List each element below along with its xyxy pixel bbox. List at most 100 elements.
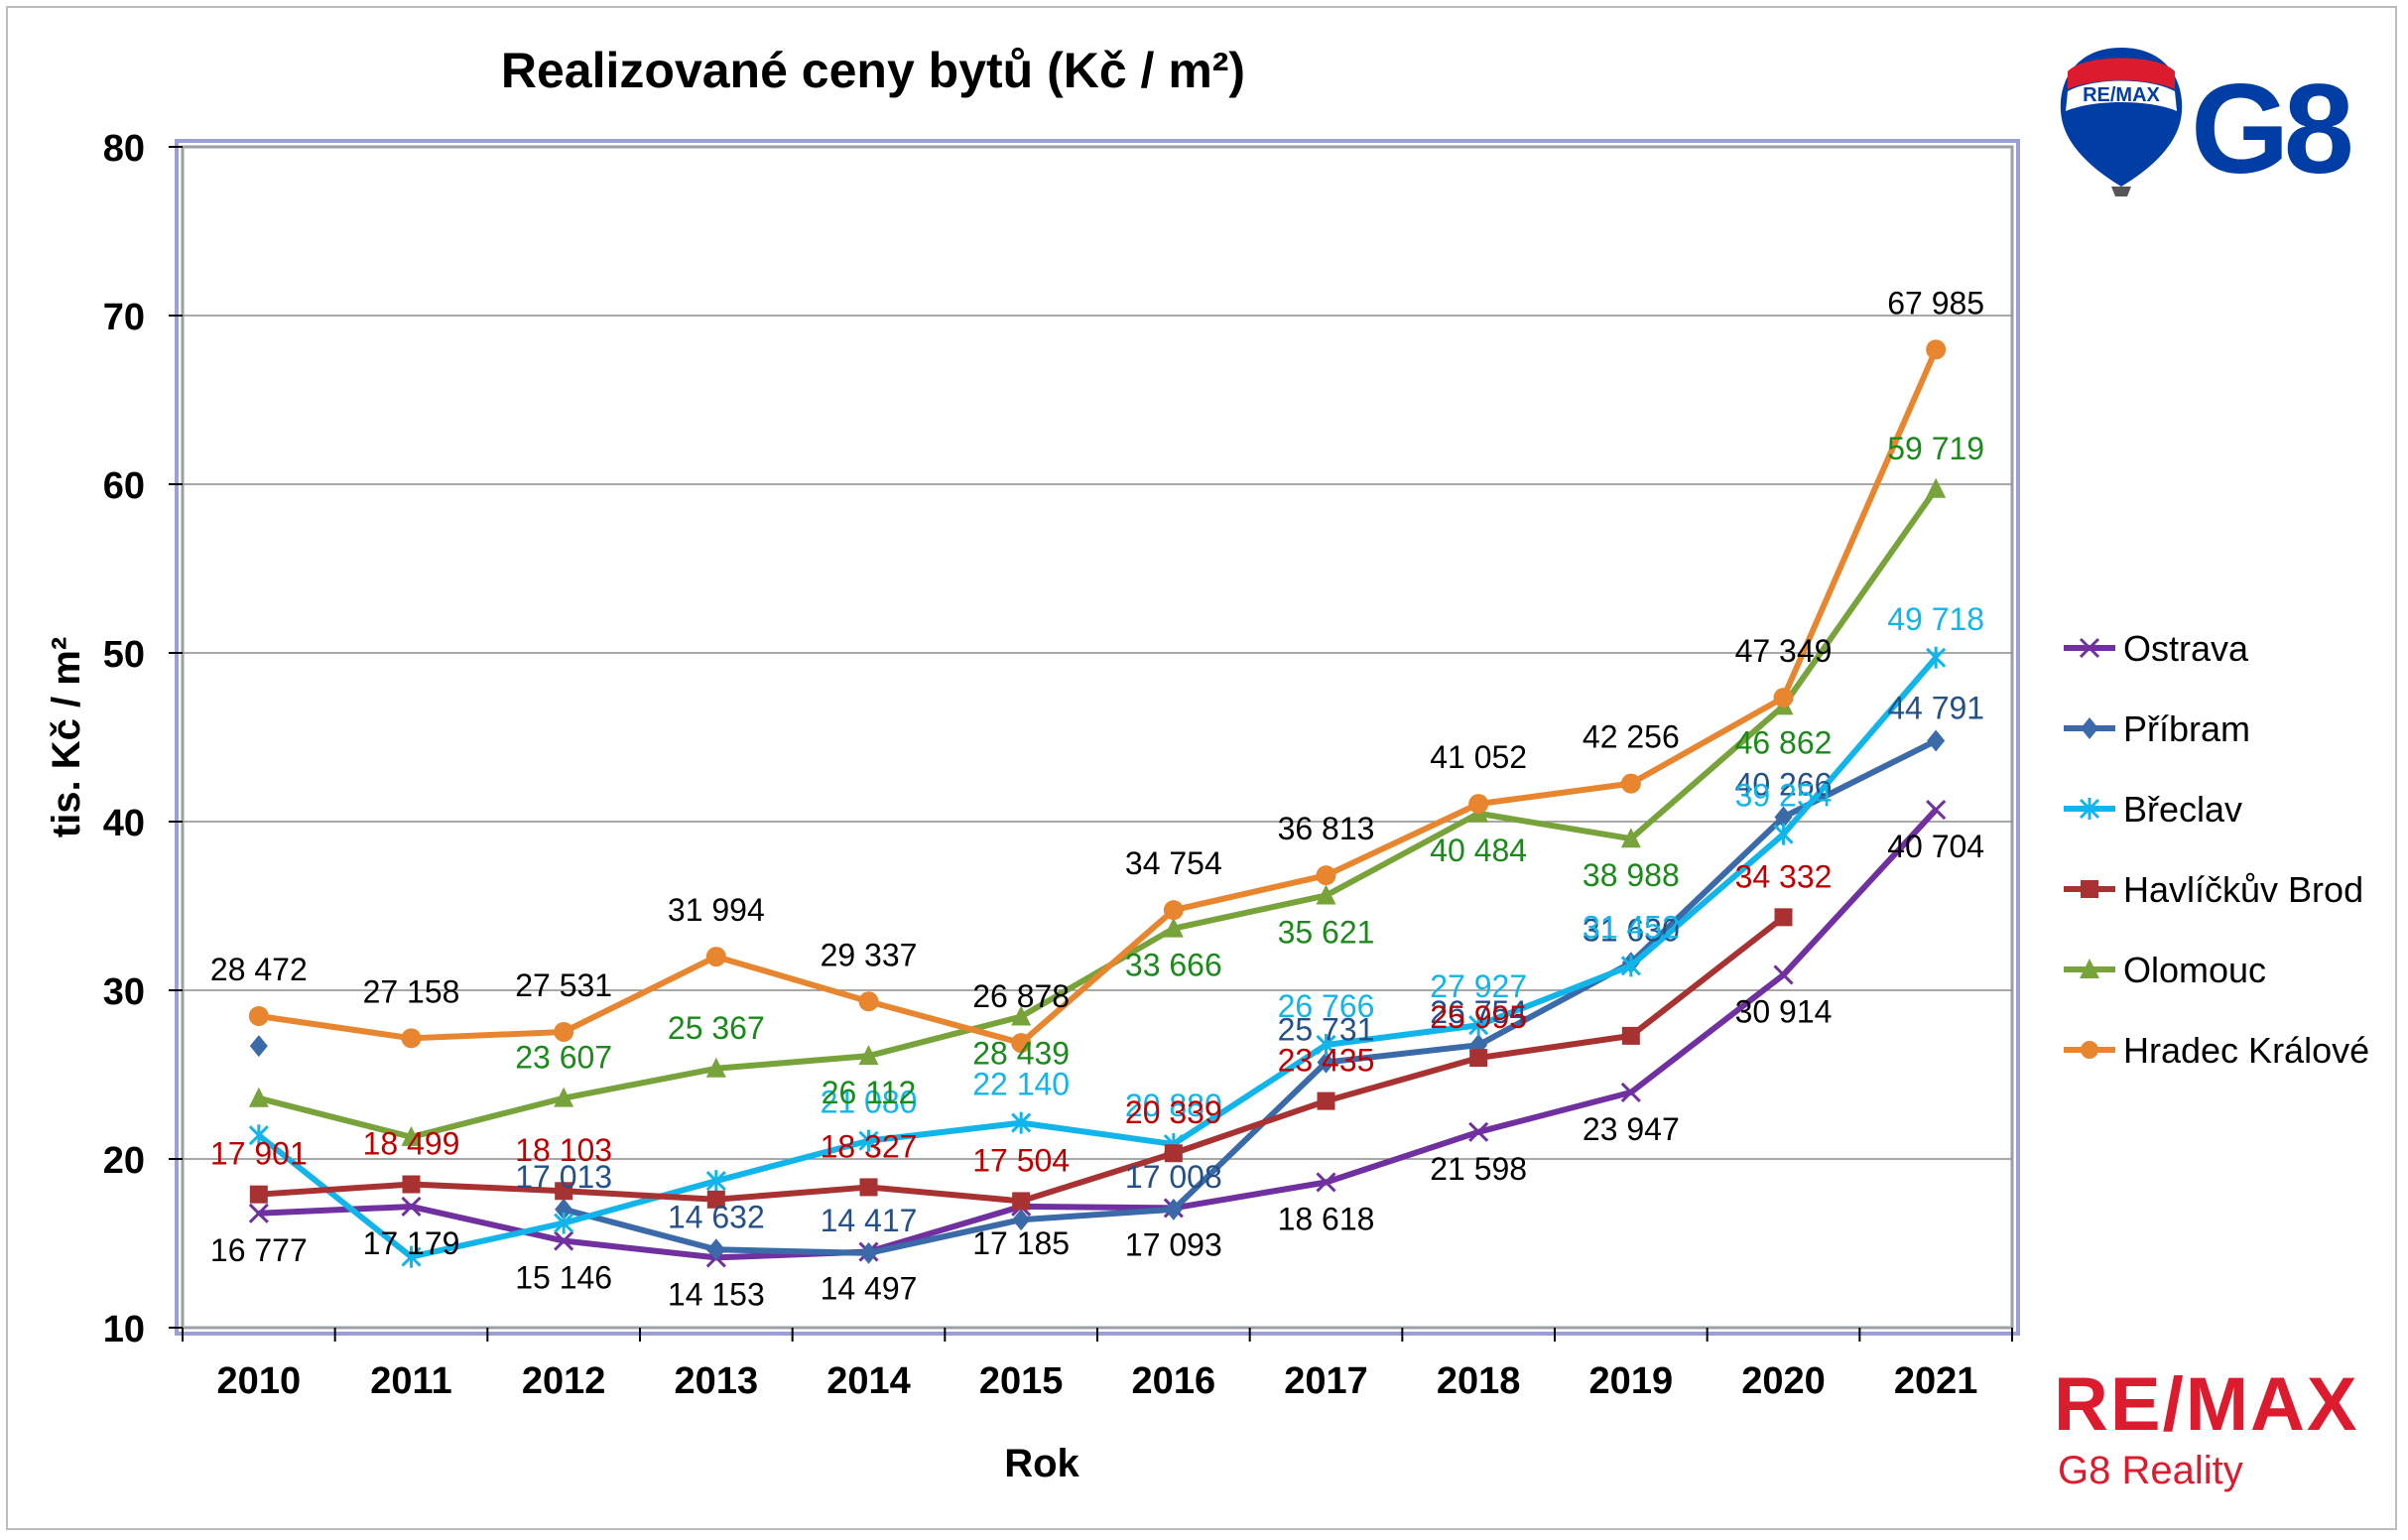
x-tick-label: 2012 <box>522 1360 606 1402</box>
legend-entry: Příbram <box>2064 708 2250 749</box>
series-line <box>258 487 1939 1140</box>
x-tick-label: 2013 <box>675 1360 759 1402</box>
data-label: 17 185 <box>972 1225 1070 1261</box>
data-point <box>1620 773 1641 794</box>
data-label: 14 417 <box>821 1203 918 1238</box>
data-point <box>249 1185 268 1204</box>
remax-wordmark: RE/MAX <box>2054 1362 2359 1447</box>
data-point <box>1316 1172 1336 1193</box>
data-point <box>1773 964 1794 985</box>
grid-lines <box>183 315 2012 1160</box>
data-label: 23 435 <box>1278 1043 1375 1079</box>
y-axis-label: tis. Kč / m² <box>45 637 88 837</box>
data-point <box>1927 729 1946 752</box>
data-point <box>1926 646 1947 669</box>
data-label: 17 013 <box>515 1159 612 1195</box>
data-label: 42 256 <box>1583 719 1680 755</box>
data-point <box>401 1028 422 1049</box>
legend-label: Olomouc <box>2123 950 2266 990</box>
data-point <box>1926 799 1947 821</box>
data-point <box>1620 1082 1641 1102</box>
x-tick-label: 2011 <box>370 1360 451 1402</box>
data-point <box>248 1203 269 1223</box>
data-label: 31 452 <box>1583 909 1680 945</box>
y-tick-label: 50 <box>103 634 145 676</box>
data-point <box>248 1005 269 1026</box>
data-point <box>2079 637 2100 659</box>
data-label: 17 008 <box>1125 1159 1222 1195</box>
data-label: 14 632 <box>668 1199 765 1234</box>
data-label: 25 731 <box>1278 1012 1375 1048</box>
data-point <box>248 1124 269 1147</box>
data-point <box>1468 1121 1489 1142</box>
data-point <box>858 1045 879 1066</box>
data-label: 17 179 <box>363 1225 460 1261</box>
data-label: 28 439 <box>972 1036 1070 1072</box>
data-label: 17 901 <box>210 1136 308 1172</box>
balloon-text: RE/MAX <box>2083 84 2160 106</box>
data-point <box>1164 1144 1183 1163</box>
data-label: 18 618 <box>1278 1201 1375 1236</box>
data-label: 27 158 <box>363 973 460 1009</box>
series-line <box>563 737 1938 1256</box>
data-point <box>248 1087 269 1107</box>
data-label: 31 630 <box>1583 912 1680 948</box>
data-point <box>1011 1033 1032 1054</box>
data-label: 41 052 <box>1430 739 1527 775</box>
data-point <box>1621 1026 1640 1045</box>
data-label: 23 947 <box>1583 1111 1680 1147</box>
data-label: 20 339 <box>1125 1094 1222 1130</box>
data-label: 26 878 <box>972 978 1070 1014</box>
y-tick-label: 70 <box>103 297 145 338</box>
data-point <box>705 1170 726 1193</box>
data-point <box>1774 908 1793 927</box>
data-point <box>706 1238 725 1261</box>
data-label: 20 880 <box>1125 1088 1222 1123</box>
x-tick-label: 2020 <box>1741 1360 1826 1402</box>
series-layer <box>248 339 1947 1268</box>
data-point <box>554 1021 574 1042</box>
data-label: 34 332 <box>1735 858 1833 894</box>
data-point <box>1468 1014 1489 1037</box>
data-label: 31 994 <box>668 892 765 928</box>
data-point <box>1011 1111 1032 1134</box>
series-havlíčkův-brod <box>249 908 1793 1211</box>
x-tick-label: 2018 <box>1437 1360 1521 1402</box>
data-point <box>706 1190 725 1209</box>
data-label: 36 813 <box>1278 811 1375 846</box>
data-label: 25 367 <box>668 1010 765 1046</box>
x-axis-label: Rok <box>1004 1442 1079 1485</box>
legend-entry: Břeclav <box>2064 789 2242 830</box>
data-labels: 16 777 17 179 15 146 14 153 14 497 17 185 17 0… <box>210 285 1984 1312</box>
data-point <box>1316 1033 1336 1056</box>
data-label: 40 266 <box>1735 766 1833 802</box>
series-line <box>258 807 1939 1261</box>
data-label: 67 985 <box>1887 285 1984 321</box>
data-label: 26 112 <box>822 1075 917 1110</box>
series-line <box>258 348 1939 1047</box>
data-point <box>555 1182 573 1201</box>
data-point <box>554 1087 574 1107</box>
data-label: 40 484 <box>1430 833 1527 868</box>
data-label: 49 718 <box>1887 601 1984 637</box>
legend-entry: Ostrava <box>2064 628 2249 669</box>
data-label: 18 103 <box>515 1132 612 1168</box>
data-label: 27 927 <box>1430 968 1527 1004</box>
data-point <box>859 1241 878 1264</box>
data-label: 40 704 <box>1887 829 1984 864</box>
legend-entry: Olomouc <box>2064 950 2266 990</box>
data-label: 14 153 <box>668 1276 765 1312</box>
g8-logo-text: G8 <box>2191 59 2351 200</box>
data-label: 46 862 <box>1735 724 1833 760</box>
data-point <box>2080 959 2099 978</box>
data-point <box>1011 1005 1032 1026</box>
data-point <box>859 1178 878 1197</box>
data-label: 16 777 <box>210 1232 308 1268</box>
data-point <box>1774 806 1793 829</box>
data-point <box>1163 917 1184 938</box>
data-label: 17 093 <box>1125 1226 1222 1262</box>
x-tick-label: 2019 <box>1589 1360 1674 1402</box>
data-label: 44 791 <box>1887 691 1984 726</box>
y-tick-label: 80 <box>103 128 145 170</box>
data-point <box>1164 1198 1183 1220</box>
